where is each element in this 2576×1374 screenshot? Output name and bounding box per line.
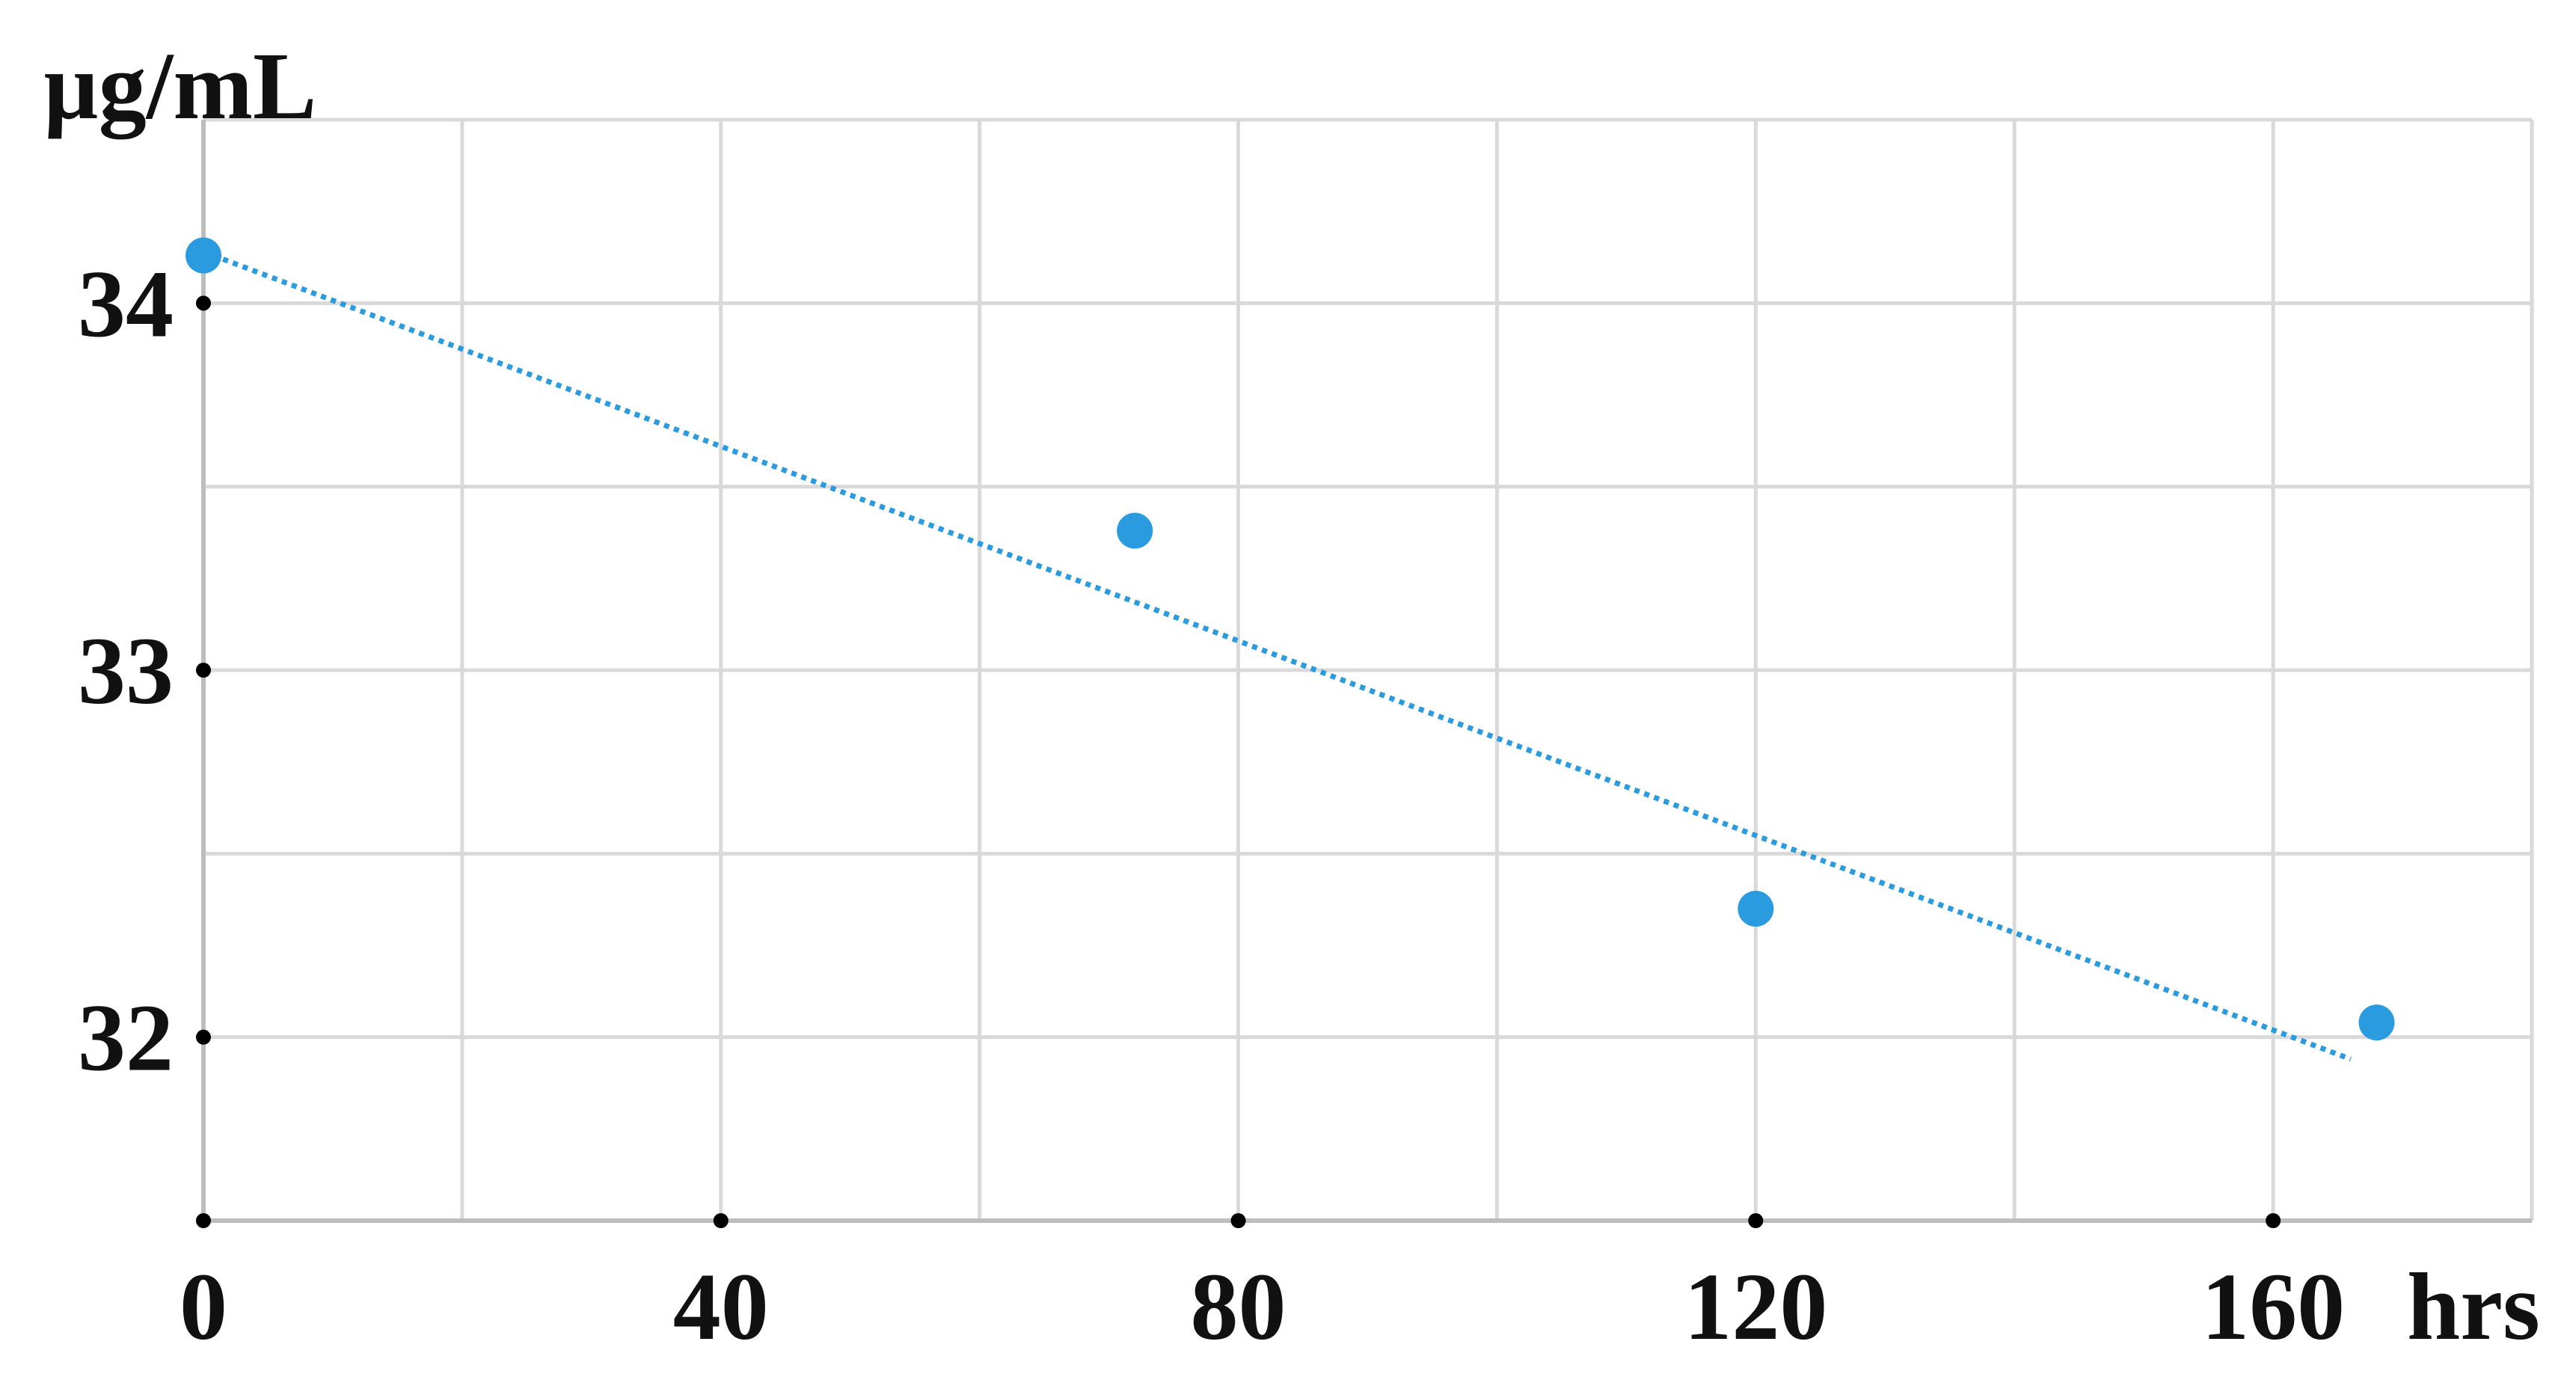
tick-labels: 0 40 80 120 160 32 33 34: [78, 251, 2345, 1360]
x-axis-label: hrs: [2407, 1254, 2540, 1360]
x-tick-mark: [2266, 1213, 2281, 1228]
x-tick-label: 40: [673, 1254, 769, 1360]
trendline: [202, 249, 2352, 1062]
data-point: [2358, 1005, 2395, 1041]
y-axis-label: µg/mL: [43, 33, 316, 139]
x-tick-mark: [1230, 1213, 1246, 1228]
data-point: [1738, 890, 1774, 927]
y-tick-mark: [196, 295, 211, 311]
x-tick-mark: [1748, 1213, 1764, 1228]
tick-marks: [196, 295, 2281, 1228]
data-points: [185, 237, 2395, 1041]
y-tick-mark: [196, 663, 211, 678]
y-tick-label: 32: [78, 985, 174, 1091]
x-tick-label: 160: [2201, 1254, 2345, 1360]
x-tick-label: 80: [1191, 1254, 1287, 1360]
data-point: [185, 237, 221, 274]
grid: [203, 117, 2534, 1221]
x-tick-label: 0: [180, 1254, 227, 1360]
y-tick-mark: [196, 1029, 211, 1045]
x-tick-label: 120: [1684, 1254, 1827, 1360]
trendline-layer: [202, 249, 2352, 1062]
y-tick-label: 34: [78, 251, 174, 357]
x-tick-mark: [196, 1213, 211, 1228]
y-tick-label: 33: [78, 618, 174, 724]
data-point: [1117, 512, 1153, 549]
x-tick-mark: [713, 1213, 729, 1228]
